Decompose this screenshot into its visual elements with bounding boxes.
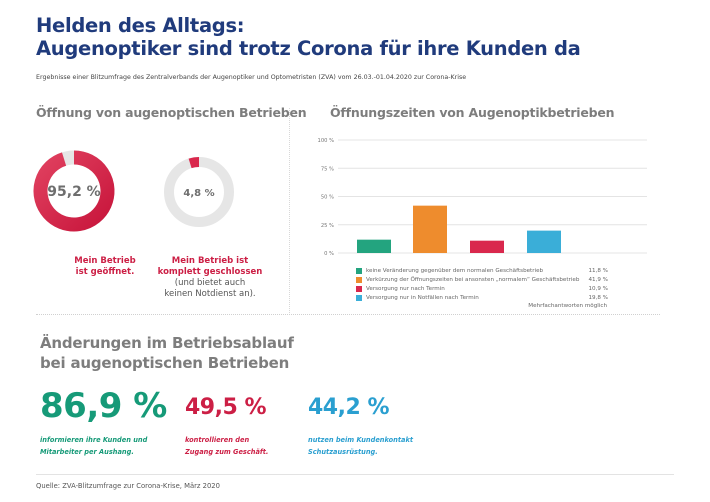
stat-desc-line: kontrollieren den [185, 436, 250, 444]
stat-schutz-desc: nutzen beim Kundenkontakt Schutzausrüstu… [308, 434, 413, 458]
caption-line: Mein Betrieb ist [171, 256, 249, 266]
source-note: Quelle: ZVA-Blitzumfrage zur Corona-Kris… [36, 482, 220, 490]
legend-label: Versorgung nur nach Termin [366, 286, 445, 292]
caption-subline: keinen Notdienst an). [164, 289, 256, 299]
caption-subline: (und bietet auch [174, 278, 246, 288]
stat-desc-line: Mitarbeiter per Aushang. [40, 448, 134, 456]
changes-heading-line: bei augenoptischen Betrieben [40, 354, 290, 372]
opening-heading: Öffnung von augenoptischen Betrieben [36, 105, 307, 120]
donut-closed-arc [188, 157, 200, 169]
stat-zugang-value: 49,5 % [185, 395, 266, 420]
chart-note: Mehrfachantworten möglich [528, 303, 607, 309]
caption-line: komplett geschlossen [157, 267, 263, 277]
legend-value: 10,9 % [588, 286, 608, 292]
caption-line: Mein Betrieb [74, 256, 136, 266]
donut-closed-value: 4,8 % [183, 188, 214, 199]
horizontal-divider [36, 314, 660, 315]
changes-heading-line: Änderungen im Betriebsablauf [40, 334, 294, 352]
vertical-divider [289, 108, 290, 313]
legend-item: keine Veränderung gegenüber dem normalen… [356, 267, 608, 275]
title-line-1: Helden des Alltags: [36, 14, 245, 37]
legend-swatch [356, 286, 362, 292]
y-tick-label: 50 % [321, 195, 334, 201]
legend-label: Verkürzung der Öffnungszeiten bei ansons… [366, 277, 580, 283]
legend-item: Verkürzung der Öffnungszeiten bei ansons… [356, 276, 608, 284]
y-tick-label: 25 % [321, 223, 334, 229]
legend-swatch [356, 277, 362, 283]
bar [357, 239, 391, 253]
y-tick-label: 75 % [321, 166, 334, 172]
legend-label: Versorgung nur in Notfällen nach Termin [366, 295, 479, 301]
stat-desc-line: Schutzausrüstung. [308, 448, 378, 456]
donut-open-caption: Mein Betrieb ist geöffnet. [40, 256, 170, 278]
donut-open-value: 95,2 % [47, 184, 100, 200]
donut-charts: 95,2 % 4,8 % [33, 150, 234, 232]
chart-title: Öffnungszeiten von Augenoptikbetrieben [330, 105, 615, 120]
page-title: Helden des Alltags: Augenoptiker sind tr… [36, 14, 581, 60]
changes-heading: Änderungen im Betriebsablauf bei augenop… [40, 333, 294, 373]
stat-aushang-desc: informieren ihre Kunden und Mitarbeiter … [40, 434, 147, 458]
stat-schutz-value: 44,2 % [308, 395, 389, 420]
legend-label: keine Veränderung gegenüber dem normalen… [366, 268, 544, 274]
legend-value: 11,8 % [588, 268, 608, 274]
legend-item: Versorgung nur nach Termin 10,9 % [356, 285, 608, 293]
footer-divider [36, 474, 674, 475]
subtitle: Ergebnisse einer Blitzumfrage des Zentra… [36, 74, 467, 81]
donut-closed-caption: Mein Betrieb ist komplett geschlossen (u… [145, 256, 275, 300]
legend-value: 19,8 % [588, 295, 608, 301]
bar [527, 230, 561, 253]
donut-closed: 4,8 % [164, 157, 234, 227]
stat-desc-line: nutzen beim Kundenkontakt [308, 436, 413, 444]
bar [470, 240, 504, 253]
stat-aushang-value: 86,9 % [40, 386, 167, 426]
y-tick-label: 0 % [324, 251, 334, 257]
stat-desc-line: informieren ihre Kunden und [40, 436, 148, 444]
y-tick-label: 100 % [318, 138, 335, 144]
donut-open-arc [33, 150, 115, 232]
legend-swatch [356, 295, 362, 301]
stat-zugang-desc: kontrollieren den Zugang zum Geschäft. [185, 434, 268, 458]
legend-value: 41,9 % [588, 277, 608, 283]
donut-open: 95,2 % [33, 150, 115, 232]
title-line-2: Augenoptiker sind trotz Corona für ihre … [36, 37, 581, 60]
stat-desc-line: Zugang zum Geschäft. [185, 448, 269, 456]
caption-line: ist geöffnet. [75, 267, 135, 277]
bar [413, 205, 447, 253]
bar-chart: 0 % 25 % 50 % 75 % 100 % [318, 138, 647, 257]
legend-swatch [356, 268, 362, 274]
legend-item: Versorgung nur in Notfällen nach Termin 1… [356, 294, 608, 302]
